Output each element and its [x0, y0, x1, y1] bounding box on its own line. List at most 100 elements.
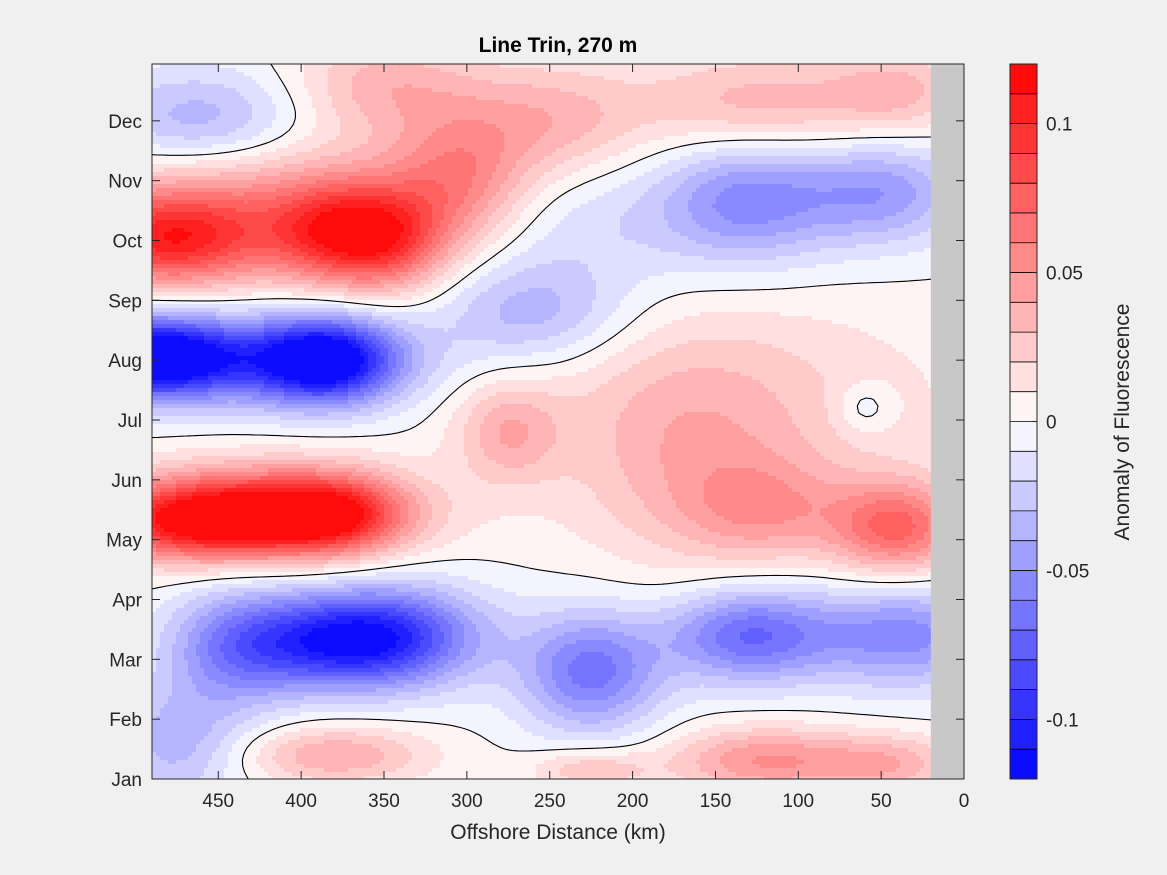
- contour-cell: [248, 76, 253, 81]
- contour-cell: [716, 80, 721, 85]
- contour-cell: [204, 76, 209, 81]
- contour-cell: [552, 76, 557, 81]
- contour-cell: [196, 76, 201, 81]
- contour-cell: [868, 80, 873, 85]
- contour-cell: [396, 72, 401, 77]
- contour-cell: [336, 80, 341, 85]
- contour-cell: [180, 68, 185, 73]
- contour-cell: [328, 76, 333, 81]
- contour-cell: [264, 68, 269, 73]
- contour-cell: [588, 80, 593, 85]
- contour-cell: [404, 80, 409, 85]
- contour-cell: [188, 72, 193, 77]
- contour-cell: [848, 80, 853, 85]
- contour-cell: [296, 80, 301, 85]
- contour-cell: [740, 64, 745, 69]
- contour-cell: [252, 68, 257, 73]
- contour-cell: [560, 64, 565, 69]
- contour-cell: [560, 72, 565, 77]
- contour-cell: [188, 76, 193, 81]
- contour-cell: [448, 68, 453, 73]
- contour-cell: [236, 64, 241, 69]
- contour-cell: [548, 72, 553, 77]
- contour-cell: [764, 64, 769, 69]
- contour-cell: [284, 68, 289, 73]
- contour-cell: [824, 68, 829, 73]
- contour-cell: [624, 72, 629, 77]
- contour-cell: [492, 64, 497, 69]
- contour-cell: [468, 64, 473, 69]
- contour-cell: [260, 64, 265, 69]
- contour-cell: [304, 76, 309, 81]
- contour-cell: [876, 80, 881, 85]
- contour-cell: [612, 80, 617, 85]
- contour-cell: [660, 76, 665, 81]
- contour-cell: [360, 76, 365, 81]
- contour-cell: [164, 84, 169, 89]
- contour-cell: [432, 68, 437, 73]
- contour-cell: [460, 76, 465, 81]
- contour-cell: [372, 76, 377, 81]
- contour-cell: [360, 72, 365, 77]
- contour-cell: [480, 64, 485, 69]
- contour-cell: [880, 80, 885, 85]
- contour-cell: [528, 64, 533, 69]
- contour-cell: [184, 64, 189, 69]
- contour-cell: [812, 76, 817, 81]
- contour-cell: [580, 68, 585, 73]
- contour-cell: [892, 80, 897, 85]
- contour-cell: [160, 80, 165, 85]
- contour-cell: [256, 76, 261, 81]
- contour-cell: [168, 84, 173, 89]
- contour-cell: [848, 68, 853, 73]
- contour-cell: [336, 64, 341, 69]
- contour-cell: [240, 72, 245, 77]
- contour-cell: [212, 64, 217, 69]
- contour-cell: [784, 72, 789, 77]
- contour-cell: [664, 64, 669, 69]
- contour-cell: [236, 72, 241, 77]
- contour-cell: [876, 64, 881, 69]
- contour-cell: [856, 64, 861, 69]
- contour-cell: [600, 76, 605, 81]
- contour-cell: [384, 72, 389, 77]
- contour-cell: [776, 80, 781, 85]
- contour-cell: [244, 68, 249, 73]
- contour-cell: [292, 72, 297, 77]
- contour-cell: [872, 76, 877, 81]
- contour-cell: [584, 68, 589, 73]
- contour-cell: [592, 72, 597, 77]
- contour-cell: [880, 76, 885, 81]
- contour-cell: [584, 64, 589, 69]
- contour-cell: [256, 64, 261, 69]
- contour-cell: [244, 80, 249, 85]
- contour-cell: [692, 80, 697, 85]
- contour-cell: [556, 72, 561, 77]
- contour-cell: [212, 72, 217, 77]
- contour-cell: [552, 64, 557, 69]
- contour-cell: [684, 80, 689, 85]
- contour-cell: [456, 64, 461, 69]
- contour-cell: [704, 72, 709, 77]
- contour-cell: [564, 64, 569, 69]
- contour-cell: [404, 68, 409, 73]
- contour-cell: [768, 80, 773, 85]
- contour-cell: [340, 76, 345, 81]
- contour-cell: [296, 64, 301, 69]
- contour-cell: [364, 80, 369, 85]
- contour-cell: [888, 68, 893, 73]
- contour-cell: [472, 76, 477, 81]
- contour-cell: [372, 64, 377, 69]
- contour-cell: [748, 76, 753, 81]
- contour-cell: [152, 64, 157, 69]
- contour-cell: [220, 76, 225, 81]
- contour-cell: [472, 68, 477, 73]
- contour-cell: [416, 68, 421, 73]
- contour-cell: [576, 68, 581, 73]
- contour-cell: [640, 76, 645, 81]
- contour-cell: [264, 80, 269, 85]
- contour-cell: [568, 68, 573, 73]
- contour-cell: [168, 76, 173, 81]
- contour-cell: [384, 68, 389, 73]
- contour-cell: [888, 72, 893, 77]
